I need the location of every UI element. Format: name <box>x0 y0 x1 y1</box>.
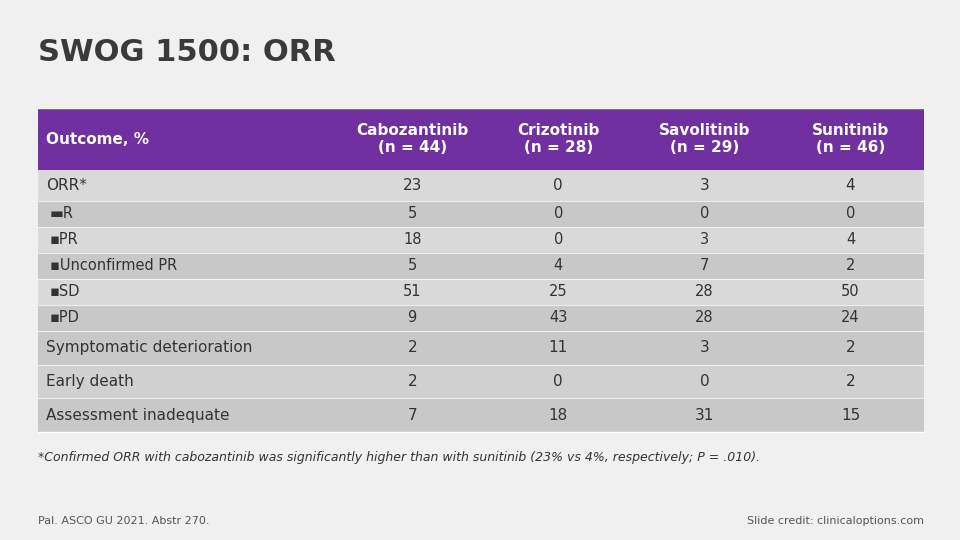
Text: Early death: Early death <box>46 374 133 389</box>
Text: 2: 2 <box>407 340 417 355</box>
Text: 0: 0 <box>554 206 563 221</box>
Text: 43: 43 <box>549 310 567 326</box>
Text: ▪SD: ▪SD <box>50 285 80 299</box>
Text: ▪PR: ▪PR <box>50 232 79 247</box>
Text: 3: 3 <box>700 178 709 193</box>
Text: 9: 9 <box>408 310 417 326</box>
FancyBboxPatch shape <box>38 279 924 305</box>
Text: 2: 2 <box>407 374 417 389</box>
Text: 0: 0 <box>554 374 564 389</box>
FancyBboxPatch shape <box>38 108 924 170</box>
FancyBboxPatch shape <box>38 170 924 201</box>
Text: Savolitinib
(n = 29): Savolitinib (n = 29) <box>659 123 750 155</box>
Text: ▪Unconfirmed PR: ▪Unconfirmed PR <box>50 258 177 273</box>
FancyBboxPatch shape <box>38 364 924 399</box>
Text: Symptomatic deterioration: Symptomatic deterioration <box>46 340 252 355</box>
Text: 11: 11 <box>549 340 568 355</box>
FancyBboxPatch shape <box>38 331 924 364</box>
Text: 5: 5 <box>408 258 417 273</box>
Text: Cabozantinib
(n = 44): Cabozantinib (n = 44) <box>356 123 468 155</box>
Text: 0: 0 <box>700 374 709 389</box>
Text: 31: 31 <box>695 408 714 423</box>
Text: 0: 0 <box>700 206 709 221</box>
Text: 7: 7 <box>407 408 417 423</box>
Text: 4: 4 <box>554 258 563 273</box>
Text: Outcome, %: Outcome, % <box>46 132 149 146</box>
Text: 3: 3 <box>700 340 709 355</box>
Text: ORR*: ORR* <box>46 178 86 193</box>
FancyBboxPatch shape <box>38 227 924 253</box>
FancyBboxPatch shape <box>38 201 924 227</box>
Text: 28: 28 <box>695 310 713 326</box>
Text: 7: 7 <box>700 258 709 273</box>
Text: 50: 50 <box>841 285 860 299</box>
Text: 3: 3 <box>700 232 709 247</box>
Text: 0: 0 <box>554 232 563 247</box>
FancyBboxPatch shape <box>38 305 924 331</box>
Text: 23: 23 <box>402 178 421 193</box>
FancyBboxPatch shape <box>38 253 924 279</box>
Text: 4: 4 <box>846 232 855 247</box>
Text: 18: 18 <box>549 408 568 423</box>
Text: 25: 25 <box>549 285 567 299</box>
Text: *Confirmed ORR with cabozantinib was significantly higher than with sunitinib (2: *Confirmed ORR with cabozantinib was sig… <box>38 451 760 464</box>
Text: 2: 2 <box>846 258 855 273</box>
Text: Pal. ASCO GU 2021. Abstr 270.: Pal. ASCO GU 2021. Abstr 270. <box>38 516 209 526</box>
Text: 2: 2 <box>846 340 855 355</box>
Text: 4: 4 <box>846 178 855 193</box>
Text: 2: 2 <box>846 374 855 389</box>
Text: 15: 15 <box>841 408 860 423</box>
Text: Assessment inadequate: Assessment inadequate <box>46 408 229 423</box>
FancyBboxPatch shape <box>38 399 924 432</box>
Text: 24: 24 <box>841 310 860 326</box>
Text: 0: 0 <box>846 206 855 221</box>
Text: 51: 51 <box>403 285 421 299</box>
Text: 18: 18 <box>403 232 421 247</box>
Text: 5: 5 <box>408 206 417 221</box>
Text: Slide credit: clinicaloptions.com: Slide credit: clinicaloptions.com <box>747 516 924 526</box>
Text: SWOG 1500: ORR: SWOG 1500: ORR <box>38 38 336 67</box>
Text: 28: 28 <box>695 285 713 299</box>
Text: ▪PD: ▪PD <box>50 310 80 326</box>
Text: ▬R: ▬R <box>50 206 74 221</box>
Text: 0: 0 <box>554 178 564 193</box>
Text: Crizotinib
(n = 28): Crizotinib (n = 28) <box>517 123 599 155</box>
Text: Sunitinib
(n = 46): Sunitinib (n = 46) <box>812 123 889 155</box>
